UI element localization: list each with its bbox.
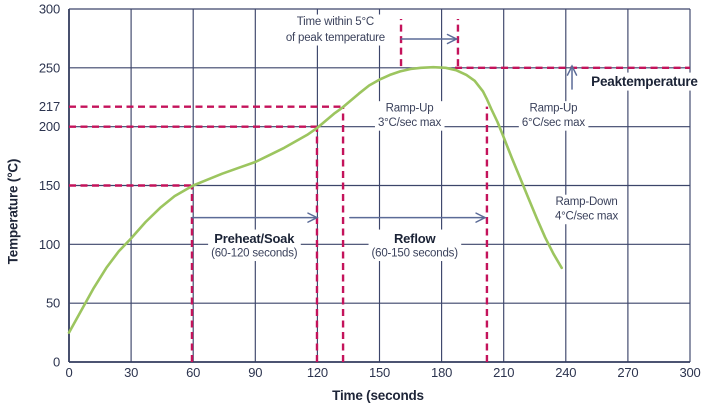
y-tick-label: 100: [39, 237, 60, 252]
x-axis-title: Time (seconds: [332, 388, 424, 403]
ramp-up-3c-label: Ramp-Up 3°C/sec max: [374, 101, 445, 131]
x-tick-label: 180: [431, 365, 452, 380]
y-tick-label: 217: [39, 99, 60, 114]
y-tick-label: 300: [39, 2, 60, 17]
ramp-up-3c-label-backing: [374, 101, 445, 131]
reflow-label: Reflow (60-150 seconds): [368, 229, 462, 262]
reflow-duration-arrow: [349, 212, 487, 223]
peak-temperature-label-backing: [588, 72, 702, 91]
reflow-label-backing: [368, 229, 462, 262]
ramp-down-label-backing: [551, 194, 622, 225]
ramp-up-6c-label-backing: [518, 101, 589, 131]
reflow-label-line: (60-150 seconds): [372, 248, 459, 260]
y-axis-title: Temperature (°C): [5, 158, 21, 265]
reflow-duration-arrow-head: [475, 212, 487, 223]
annotations: Time within 5°C of peak temperature Peakte…: [208, 14, 702, 262]
peak-temperature-label-line: Peaktemperature: [591, 74, 698, 89]
preheat-soak-duration-arrow-head: [307, 212, 319, 223]
y-tick-label: 50: [46, 296, 60, 311]
x-tick-label: 0: [65, 365, 72, 380]
preheat-soak-label-line: Preheat/Soak: [214, 231, 295, 246]
x-tick-label: 30: [124, 365, 138, 380]
ramp-down-label-line: 4°C/sec max: [555, 211, 619, 223]
y-tick-label: 200: [39, 119, 60, 134]
ramp-up-6c-label-line: 6°C/sec max: [522, 117, 586, 129]
peak-temperature-label: Peaktemperature: [588, 72, 702, 91]
ramp-up-3c-label-line: 3°C/sec max: [378, 117, 442, 129]
preheat-soak-label-backing: [208, 229, 301, 262]
peak-temperature-arrow-head: [566, 64, 578, 76]
y-tick-label: 250: [39, 60, 60, 75]
preheat-soak-duration-arrow: [191, 212, 319, 223]
y-tick-label: 0: [53, 355, 60, 370]
peak-window-arrow: [400, 33, 459, 45]
peak-window-arrow-head: [446, 33, 459, 45]
x-tick-label: 120: [307, 365, 328, 380]
x-tick-label: 60: [186, 365, 200, 380]
x-tick-label: 300: [679, 365, 700, 380]
x-tick-label: 270: [617, 365, 638, 380]
time-within-5c-label-line: of peak temperature: [286, 32, 385, 44]
reflow-temperature-profile: [67, 65, 564, 334]
x-tick-label: 150: [369, 365, 390, 380]
x-tick-label: 90: [248, 365, 262, 380]
peak-temperature-arrow: [566, 64, 578, 90]
ramp-up-6c-label-line: Ramp-Up: [529, 103, 577, 115]
reflow-label-line: Reflow: [394, 231, 437, 246]
dashed-guides: [69, 19, 690, 362]
annotation-arrows: [191, 33, 578, 223]
preheat-soak-label-line: (60-120 seconds): [211, 248, 298, 260]
time-within-5c-label-backing: [282, 14, 388, 46]
ramp-up-3c-label-line: Ramp-Up: [386, 103, 434, 115]
ramp-down-label: Ramp-Down 4°C/sec max: [551, 194, 622, 225]
time-within-5c-label-line: Time within 5°C: [297, 16, 374, 28]
preheat-soak-label: Preheat/Soak (60-120 seconds): [208, 229, 301, 262]
x-tick-label: 240: [555, 365, 576, 380]
ramp-down-label-line: Ramp-Down: [555, 196, 617, 208]
y-tick-label: 150: [39, 178, 60, 193]
tick-labels: 0 30 60 90 120 150 180 210 240 270 300 300 250 217 200…: [39, 2, 701, 381]
time-within-5c-label: Time within 5°C of peak temperature: [282, 14, 388, 46]
ramp-up-6c-label: Ramp-Up 6°C/sec max: [518, 101, 589, 131]
x-tick-label: 210: [493, 365, 514, 380]
